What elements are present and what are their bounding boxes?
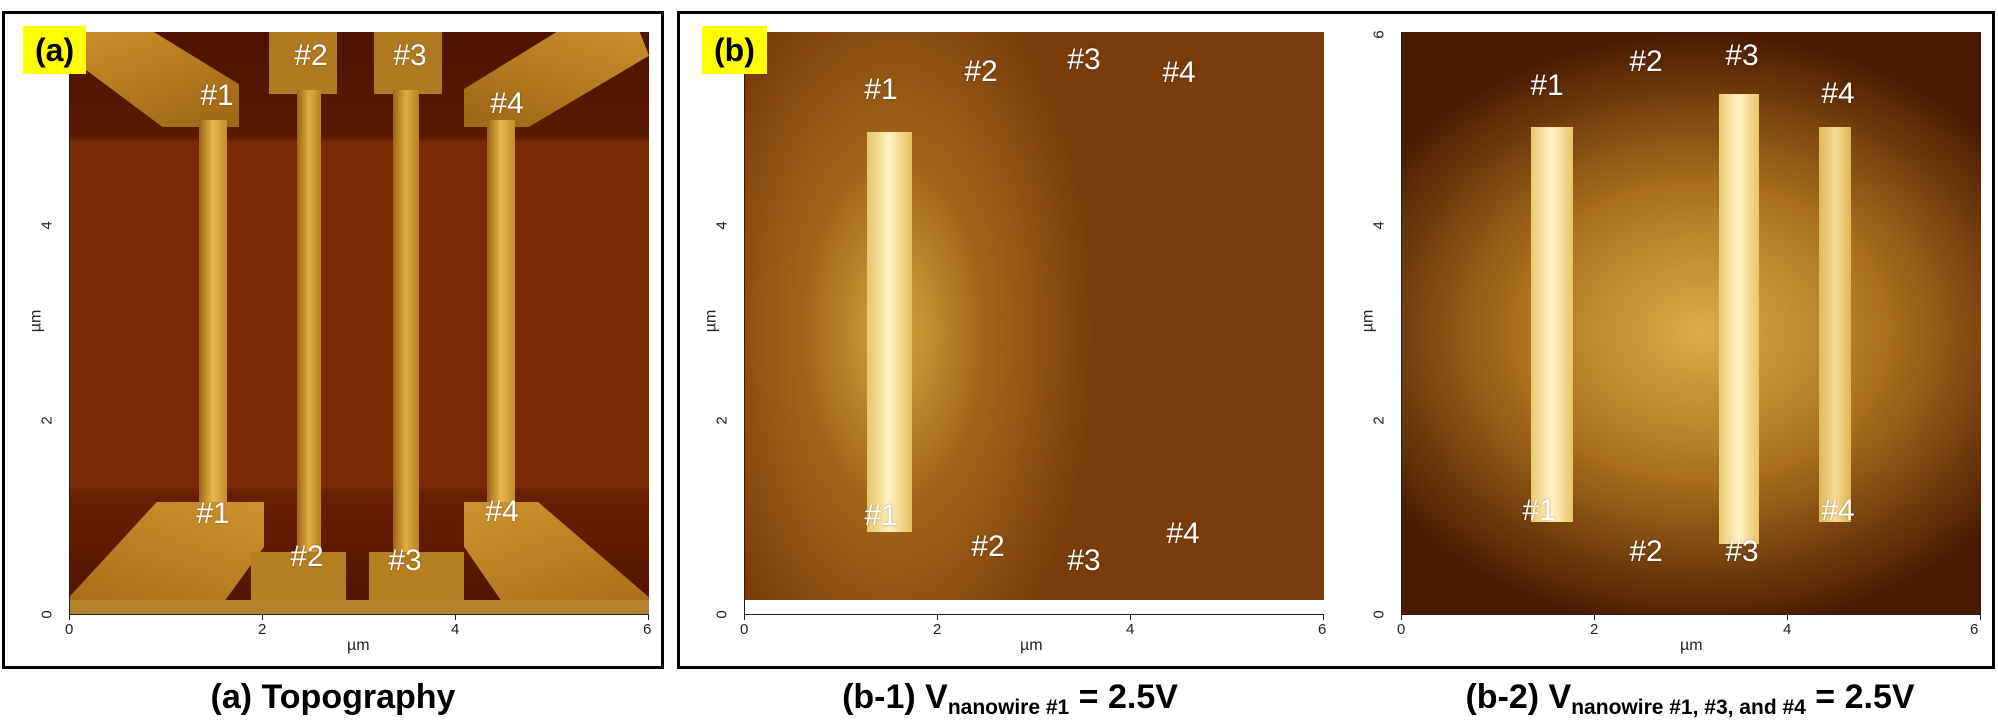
label-bottom-1: #1 [196, 497, 230, 530]
b2-y-tick-label: 0 [1370, 610, 1388, 619]
b1-x-tick-label: 4 [1126, 621, 1135, 638]
b1-y-tick-label: 4 [713, 221, 731, 230]
substrate-strip [69, 600, 649, 614]
label-bottom-2: #2 [290, 540, 324, 573]
b1-y-tick-label: 2 [713, 416, 731, 425]
b2-x-tick-label: 2 [1590, 621, 1599, 638]
b1-label-top-1: #1 [864, 73, 898, 106]
b2-x-tick-label: 4 [1783, 621, 1792, 638]
x-tick-label: 0 [65, 621, 74, 638]
b1-x-tick-label: 0 [740, 621, 749, 638]
b1-label-bottom-3: #3 [1067, 544, 1101, 577]
x-axis [69, 614, 649, 615]
panel-b-tag: (b) [702, 26, 767, 74]
x-tick-label: 4 [451, 621, 460, 638]
b1-label-top-3: #3 [1067, 43, 1101, 76]
panel-b-frame: (b) #1 #2 #3 #4 #1 #2 #3 #4 0 2 4 6 µm 0… [677, 11, 1995, 669]
pad-bottom-1 [69, 502, 264, 614]
b2-label-bottom-4: #4 [1821, 494, 1855, 527]
b1-bottom-white-strip [744, 600, 1324, 614]
b2-y-tick-label: 4 [1370, 221, 1388, 230]
label-top-3: #3 [393, 39, 427, 72]
panel-a-frame: (a) #1 #2 #3 #4 #1 #2 #3 #4 0 2 4 6 µm 0… [2, 11, 664, 669]
b1-x-unit-label: µm [1020, 637, 1043, 654]
caption-b2-sub: nanowire #1, #3, and #4 [1571, 696, 1806, 719]
b1-label-top-2: #2 [964, 55, 998, 88]
b1-label-bottom-1: #1 [864, 499, 898, 532]
panel-a-tag: (a) [23, 26, 87, 74]
y-tick-label: 2 [38, 416, 56, 425]
label-top-1: #1 [200, 79, 234, 112]
kpfm-image-b1 [744, 32, 1324, 600]
nanowire-1 [199, 120, 227, 510]
caption-b1-sub: nanowire #1 [947, 696, 1070, 719]
b2-label-top-1: #1 [1530, 69, 1564, 102]
x-tick-mark-2 [262, 614, 263, 620]
x-tick-label: 2 [258, 621, 267, 638]
b1-x-tick-mark-6 [1323, 614, 1324, 620]
b1-y-unit-label: µm [702, 309, 720, 333]
pad-top-3 [374, 32, 442, 94]
b2-label-top-4: #4 [1821, 77, 1855, 110]
bright-nanowire-1 [1531, 127, 1573, 522]
b1-label-bottom-4: #4 [1166, 517, 1200, 550]
b1-label-top-4: #4 [1162, 56, 1196, 89]
label-bottom-3: #3 [388, 544, 422, 577]
label-bottom-4: #4 [485, 495, 519, 528]
y-unit-label: µm [27, 309, 45, 333]
bright-nanowire-1 [867, 132, 912, 532]
b2-label-top-3: #3 [1725, 39, 1759, 72]
b2-label-bottom-1: #1 [1522, 494, 1556, 527]
pad-top-2 [269, 32, 337, 94]
nanowire-4 [487, 120, 515, 510]
x-tick-mark-4 [455, 614, 456, 620]
b2-x-tick-label: 6 [1970, 621, 1979, 638]
b1-y-tick-label: 0 [713, 610, 731, 619]
b2-x-unit-label: µm [1680, 637, 1703, 654]
b2-label-bottom-3: #3 [1725, 535, 1759, 568]
y-tick-label: 4 [38, 221, 56, 230]
x-tick-label: 6 [643, 621, 652, 638]
b2-y-tick-label: 6 [1370, 30, 1388, 39]
caption-b2-prefix: (b-2) V [1465, 678, 1572, 716]
caption-b2: (b-2) Vnanowire #1, #3, and #4 = 2.5V [1465, 678, 1914, 720]
b2-x-tick-mark-6 [1980, 614, 1981, 620]
b2-label-bottom-2: #2 [1629, 535, 1663, 568]
caption-b1: (b-1) Vnanowire #1 = 2.5V [842, 678, 1178, 720]
b2-x-axis [1401, 614, 1981, 615]
b2-x-tick-mark-4 [1787, 614, 1788, 620]
bright-nanowire-3 [1719, 94, 1759, 544]
caption-b1-prefix: (b-1) V [842, 678, 948, 716]
x-tick-mark-0 [69, 614, 70, 620]
y-axis [69, 32, 70, 614]
x-tick-mark-6 [648, 614, 649, 620]
bright-nanowire-4 [1819, 127, 1851, 522]
nanowire-3 [393, 90, 419, 560]
b1-x-tick-mark-4 [1130, 614, 1131, 620]
b2-x-tick-mark-2 [1594, 614, 1595, 620]
label-top-2: #2 [294, 39, 328, 72]
b2-y-axis [1401, 32, 1402, 614]
b2-y-tick-label: 2 [1370, 416, 1388, 425]
b1-x-tick-label: 6 [1318, 621, 1327, 638]
topography-image [69, 32, 649, 614]
b1-x-tick-mark-0 [744, 614, 745, 620]
y-tick-label: 0 [38, 610, 56, 619]
caption-b2-suffix: = 2.5V [1805, 678, 1915, 716]
nanowire-2 [297, 90, 321, 560]
x-unit-label: µm [347, 637, 370, 654]
b1-x-tick-label: 2 [933, 621, 942, 638]
b1-y-axis [744, 32, 745, 614]
b2-label-top-2: #2 [1629, 45, 1663, 78]
b2-x-tick-label: 0 [1397, 621, 1406, 638]
label-top-4: #4 [490, 87, 524, 120]
caption-b1-suffix: = 2.5V [1069, 678, 1178, 716]
b1-x-tick-mark-2 [937, 614, 938, 620]
caption-a: (a) Topography [210, 678, 456, 716]
b1-x-axis [744, 614, 1324, 615]
kpfm-image-b2 [1401, 32, 1981, 614]
b2-y-unit-label: µm [1359, 309, 1377, 333]
b2-x-tick-mark-0 [1401, 614, 1402, 620]
b1-label-bottom-2: #2 [971, 530, 1005, 563]
